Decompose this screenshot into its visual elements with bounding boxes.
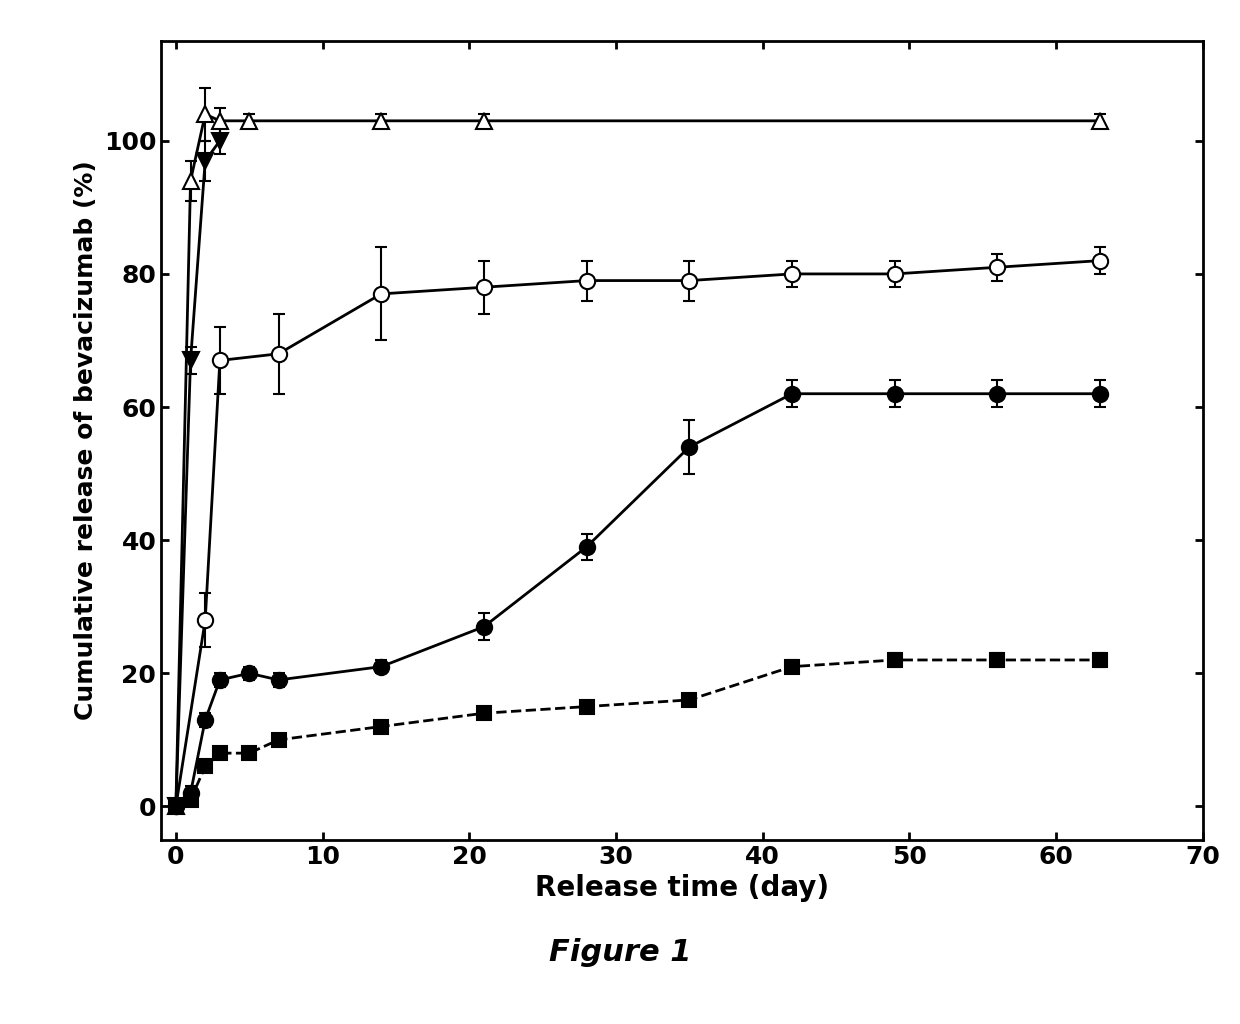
Text: Figure 1: Figure 1 xyxy=(549,938,691,967)
X-axis label: Release time (day): Release time (day) xyxy=(534,874,830,902)
Y-axis label: Cumulative release of bevacizumab (%): Cumulative release of bevacizumab (%) xyxy=(74,161,98,720)
